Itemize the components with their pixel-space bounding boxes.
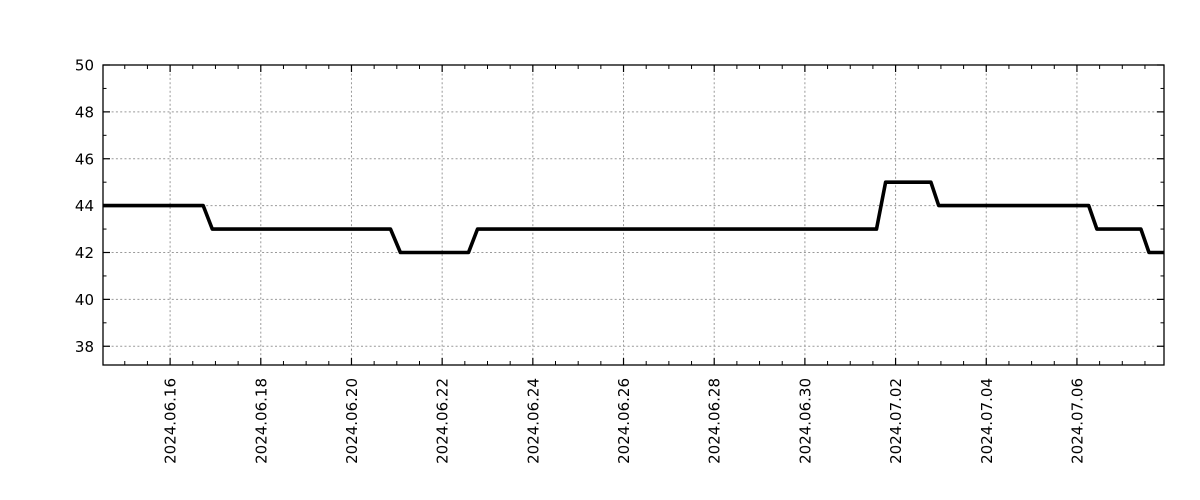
y-tick-label: 46 xyxy=(75,150,94,168)
y-tick-label: 38 xyxy=(75,338,94,356)
x-tick-label: 2024.06.24 xyxy=(524,378,542,464)
y-tick-label: 44 xyxy=(75,197,94,215)
y-tick-label: 40 xyxy=(75,291,94,309)
x-tick-label: 2024.06.26 xyxy=(615,378,633,464)
y-tick-label: 50 xyxy=(75,57,94,75)
plot-border xyxy=(102,64,1165,366)
x-tick-label: 2024.06.22 xyxy=(434,378,452,464)
y-tick-label: 42 xyxy=(75,244,94,262)
x-tick-label: 2024.06.30 xyxy=(796,378,814,464)
series-line-instances xyxy=(103,180,1164,255)
x-tick-label: 2024.07.04 xyxy=(978,378,996,464)
y-tick-label: 48 xyxy=(75,103,94,121)
x-tick-label: 2024.06.20 xyxy=(343,378,361,464)
x-tick-label: 2024.06.16 xyxy=(162,378,180,464)
x-tick-label: 2024.07.06 xyxy=(1068,378,1086,464)
x-tick-label: 2024.06.18 xyxy=(252,378,270,464)
x-tick-label: 2024.06.28 xyxy=(706,378,724,464)
x-tick-label: 2024.07.02 xyxy=(887,378,905,464)
